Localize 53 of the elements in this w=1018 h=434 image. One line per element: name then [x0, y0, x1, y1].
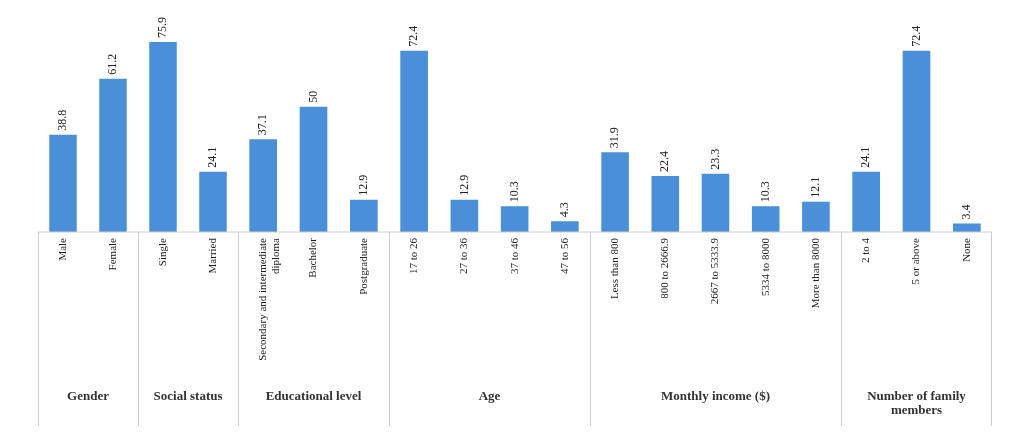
data-label: 10.3 [506, 181, 521, 203]
data-label: 75.9 [155, 17, 170, 38]
bar [450, 199, 479, 232]
x-tick-label: Single [155, 237, 168, 267]
bar [651, 175, 680, 232]
data-label: 3.4 [958, 204, 973, 220]
data-label: 72.4 [406, 25, 421, 47]
data-label: 22.4 [657, 150, 672, 172]
bar [802, 201, 830, 232]
x-axis-title: Monthly income ($) [660, 387, 771, 403]
x-tick-label: 800 to 2666.9 [658, 237, 671, 299]
x-tick-label: 37 to 46 [507, 237, 520, 275]
data-label: 23.3 [707, 148, 722, 170]
x-tick-label: Married [205, 237, 218, 274]
x-tick-label: 5 or above [909, 237, 922, 285]
data-label: 38.8 [55, 109, 70, 131]
data-label: 12.9 [456, 174, 471, 196]
data-label: 37.1 [255, 114, 270, 136]
bar [751, 206, 780, 232]
bar [400, 50, 428, 232]
data-label: 10.3 [757, 181, 772, 203]
data-label: 24.1 [858, 146, 873, 168]
data-label: 50 [305, 90, 320, 103]
data-label: 12.1 [808, 176, 823, 198]
x-tick-label: Bachelor [306, 237, 319, 278]
data-label: 12.9 [355, 174, 370, 196]
x-tick-label: Male [55, 237, 68, 261]
bar [701, 173, 730, 232]
x-tick-label: 5334 to 8000 [758, 237, 771, 297]
data-label: 31.9 [607, 127, 622, 149]
data-label: 4.3 [557, 202, 572, 218]
x-axis-title: Number of family members [867, 387, 967, 417]
x-tick-label: 27 to 36 [457, 237, 470, 275]
bar [500, 206, 529, 232]
data-label: 24.1 [205, 146, 220, 168]
x-tick-label: More than 8000 [808, 237, 821, 309]
x-axis-title: Educational level [265, 387, 362, 403]
bar [551, 221, 579, 232]
bar [601, 152, 629, 232]
x-tick-label: Female [105, 237, 118, 271]
x-tick-label: 47 to 56 [557, 237, 570, 275]
x-tick-label: 2 to 4 [859, 237, 872, 264]
x-tick-label: None [959, 237, 972, 262]
data-label: 61.2 [105, 53, 120, 75]
x-axis-title: Gender [67, 387, 110, 403]
x-tick-label: Less than 800 [607, 237, 620, 300]
x-tick-label: 17 to 26 [407, 237, 420, 275]
x-axis-title: Social status [153, 387, 223, 403]
x-tick-label: 2667 to 5333.9 [708, 237, 721, 305]
x-tick-label: Postgraduate [356, 237, 369, 295]
x-tick-label: Secondary and intermediate diploma [256, 237, 282, 361]
data-label: 72.4 [908, 25, 923, 47]
x-axis-title: Age [478, 387, 501, 403]
